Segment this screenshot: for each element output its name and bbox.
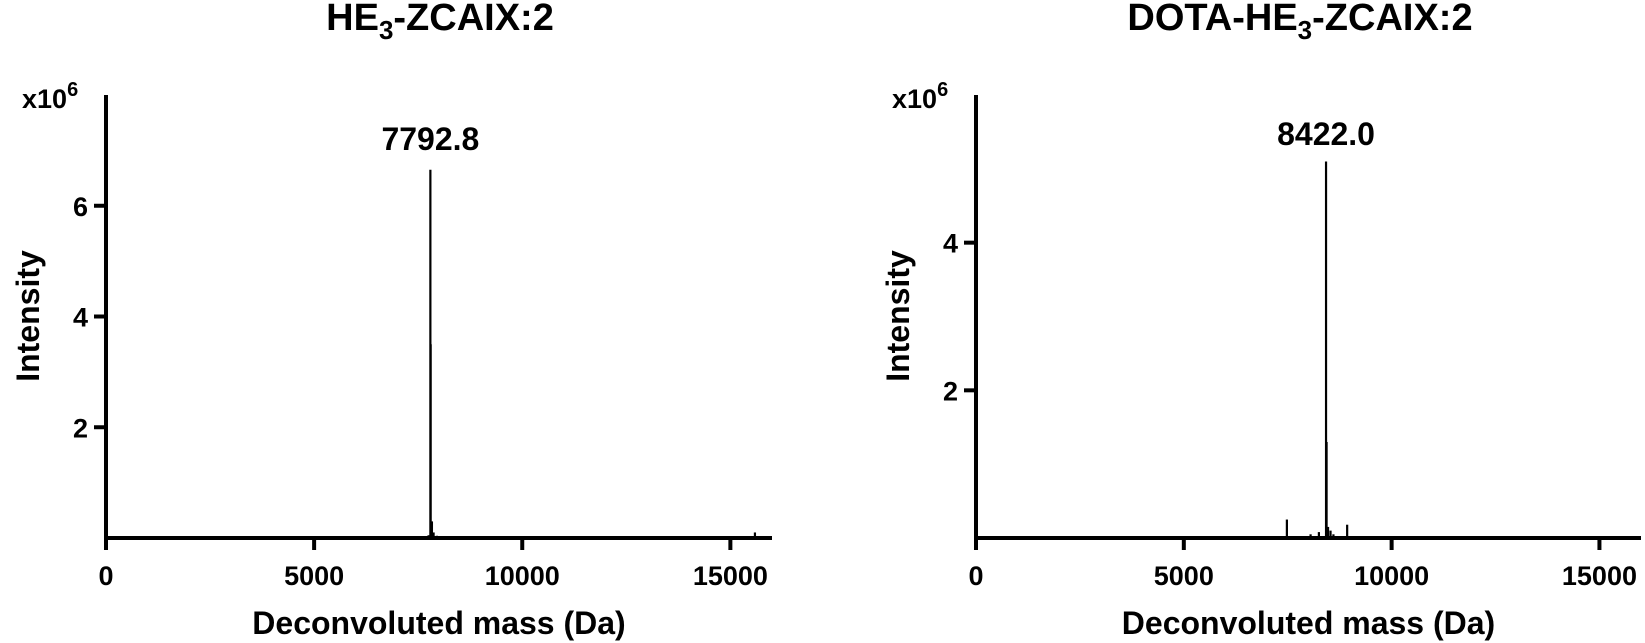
y-axis-label: Intensity [880,250,916,382]
peak-label: 7792.8 [381,121,479,157]
y-tick-label: 2 [943,376,958,406]
x-axis-label: Deconvoluted mass (Da) [252,605,625,641]
x-tick-label: 0 [968,561,983,591]
x-tick-label: 10000 [1354,561,1429,591]
y-tick-label: 4 [943,229,958,259]
x-tick-label: 15000 [1562,561,1637,591]
x-tick-label: 5000 [1154,561,1214,591]
chart-title-sub: 3 [1298,15,1312,45]
y-multiplier-exp: 6 [67,79,78,101]
chart-title-pre: HE [326,0,379,39]
y-multiplier: x106 [892,79,948,114]
chart-title-post: -ZCAIX:2 [393,0,553,39]
x-axis-label: Deconvoluted mass (Da) [1122,605,1495,641]
y-multiplier-base: x10 [892,84,937,114]
peak-label: 8422.0 [1277,116,1375,152]
x-tick-label: 0 [98,561,113,591]
y-tick-label: 6 [73,192,88,222]
chart-title: HE3-ZCAIX:2 [326,0,554,45]
chart-title-post: -ZCAIX:2 [1312,0,1472,39]
y-tick-label: 4 [73,303,88,333]
y-multiplier-base: x10 [22,84,67,114]
y-tick-label: 2 [73,413,88,443]
x-tick-label: 5000 [284,561,344,591]
chart-title: DOTA-HE3-ZCAIX:2 [1127,0,1472,45]
chart-panel-2: DOTA-HE3-ZCAIX:2 x106 0 5000 10000 15000 2 4 Dec… [880,0,1641,641]
chart-title-pre: DOTA-HE [1127,0,1297,39]
y-multiplier: x106 [22,79,78,114]
x-tick-label: 15000 [693,561,768,591]
y-axis-label: Intensity [10,250,46,382]
y-multiplier-exp: 6 [937,79,948,101]
chart-title-sub: 3 [379,15,393,45]
x-tick-label: 10000 [485,561,560,591]
